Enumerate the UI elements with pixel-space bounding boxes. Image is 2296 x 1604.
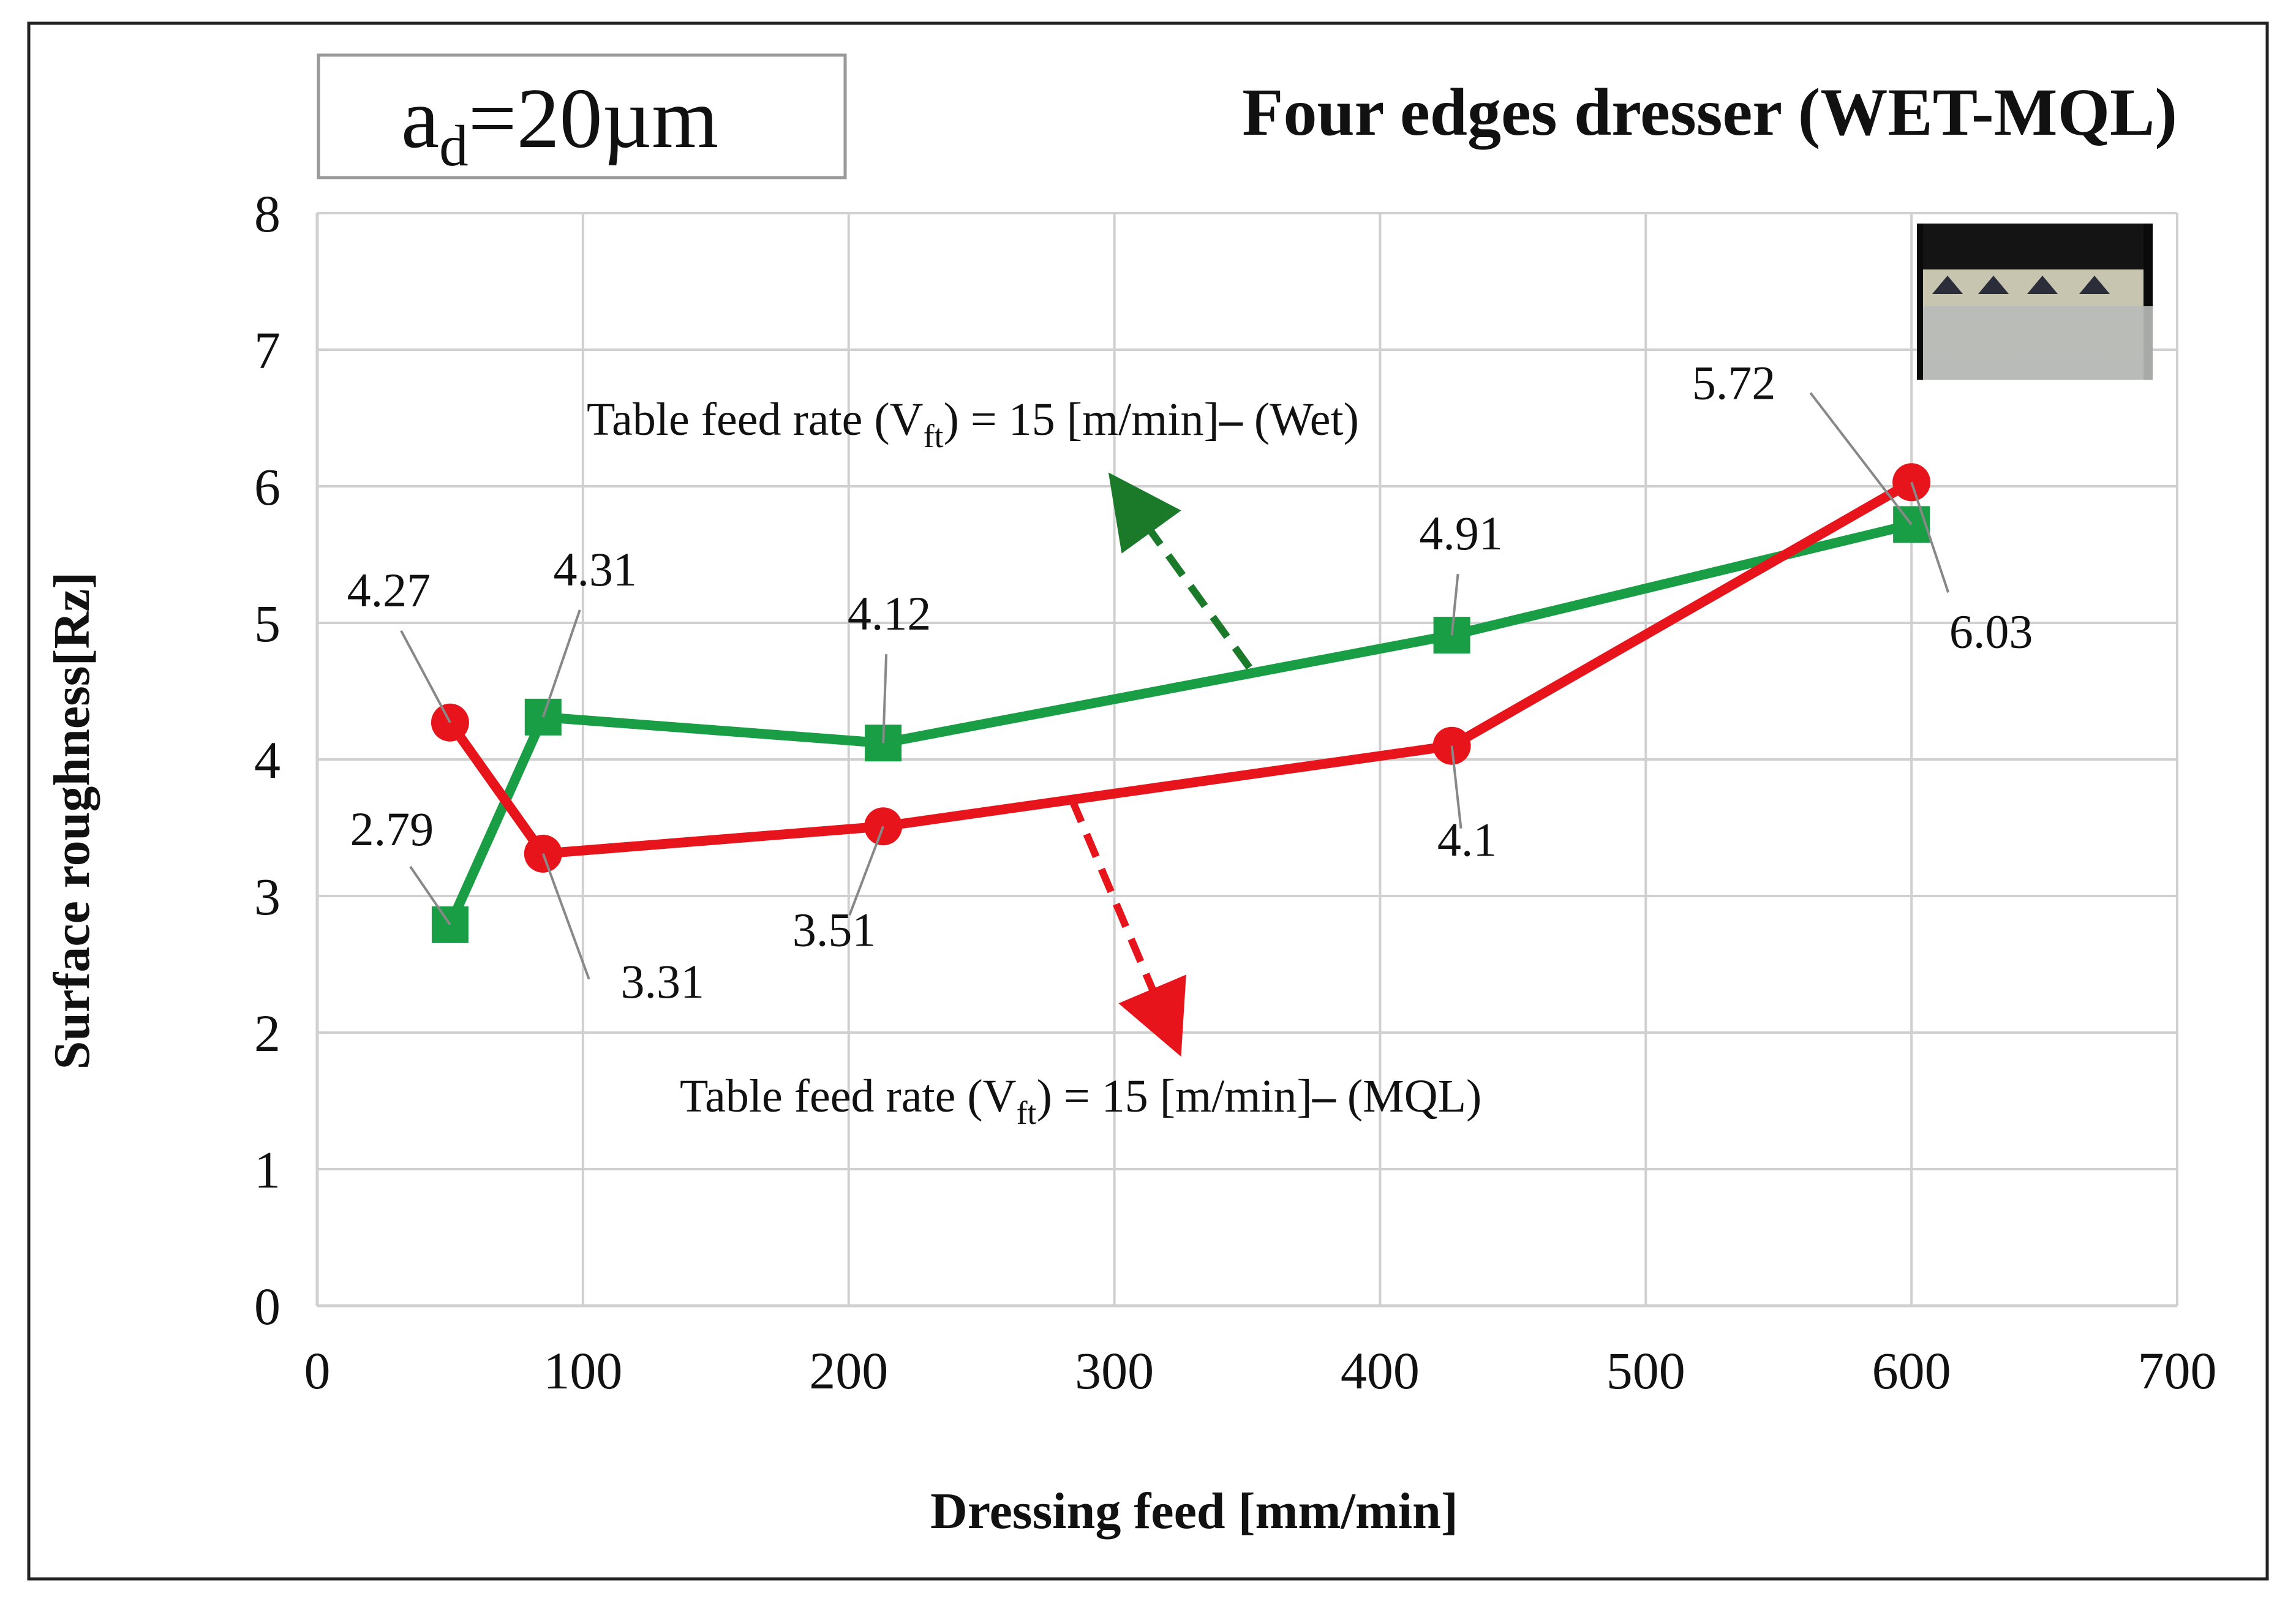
parameter-box [317, 53, 847, 179]
y-axis-title: Surface roughness[Rz] [43, 572, 100, 1070]
wet-annotation-arrow [1108, 472, 1252, 670]
mql-label-leader [1450, 745, 1462, 829]
y-tick-label: 0 [254, 1277, 280, 1336]
wet-label-leader [882, 654, 888, 744]
wet-data-label: 4.12 [848, 587, 932, 640]
y-tick-label: 5 [254, 594, 280, 653]
x-tick-label: 200 [809, 1341, 888, 1400]
y-tick-label: 1 [254, 1140, 280, 1199]
wet-label-leader [541, 609, 581, 718]
x-tick-label: 400 [1341, 1341, 1420, 1400]
axis-layer: 0 1 2 3 4 5 6 7 8 0 100 200 300 400 500 600 700 [254, 184, 2217, 1400]
wet-point-marker [1433, 617, 1470, 654]
mql-annotation-arrow [1068, 797, 1186, 1057]
y-tick-label: 7 [254, 321, 280, 380]
data-label-layer: 2.79 4.31 4.12 4.91 5.72 4.27 3.31 3.51 4.1 6.03 [347, 356, 2033, 1007]
y-tick-label: 6 [254, 457, 280, 516]
x-tick-label: 700 [2138, 1341, 2217, 1400]
wet-annotation-text: Table feed rate (Vft) = 15 [m/min]– (Wet… [587, 394, 1359, 454]
y-tick-label: 8 [254, 184, 280, 243]
dresser-tool-photo-icon [1917, 224, 2153, 380]
wet-label-leader [1450, 573, 1459, 636]
wet-label-leader [1809, 392, 1913, 525]
y-tick-label: 3 [254, 867, 280, 926]
outer-frame [27, 21, 2269, 1581]
wet-data-label: 5.72 [1692, 356, 1776, 409]
mql-data-label: 6.03 [1949, 604, 2033, 658]
x-tick-label: 100 [543, 1341, 622, 1400]
mql-label-leader [400, 630, 451, 723]
x-tick-label: 500 [1606, 1341, 1685, 1400]
wet-data-label: 2.79 [350, 802, 434, 856]
mql-label-leader [541, 853, 590, 980]
mql-label-leader [848, 826, 884, 916]
wet-data-label: 4.91 [1419, 506, 1503, 560]
wet-label-leader [409, 865, 451, 925]
x-tick-label: 300 [1075, 1341, 1154, 1400]
mql-data-label: 4.27 [347, 563, 431, 617]
x-tick-label: 0 [304, 1341, 331, 1400]
mql-data-label: 3.51 [792, 903, 876, 956]
y-tick-label: 4 [254, 731, 280, 789]
x-axis-title: Dressing feed [mm/min] [930, 1483, 1458, 1540]
mql-data-label: 3.31 [621, 955, 705, 1008]
chart-title: Four edges dresser (WET-MQL) [1242, 75, 2177, 149]
mql-label-leader [1910, 481, 1950, 593]
y-tick-label: 2 [254, 1004, 280, 1063]
mql-annotation-text: Table feed rate (Vft) = 15 [m/min]– (MQL… [680, 1071, 1481, 1131]
wet-data-label: 4.31 [554, 543, 638, 596]
x-tick-label: 600 [1872, 1341, 1951, 1400]
parameter-label: ad=20µm [401, 71, 718, 178]
mql-data-label: 4.1 [1437, 813, 1497, 867]
